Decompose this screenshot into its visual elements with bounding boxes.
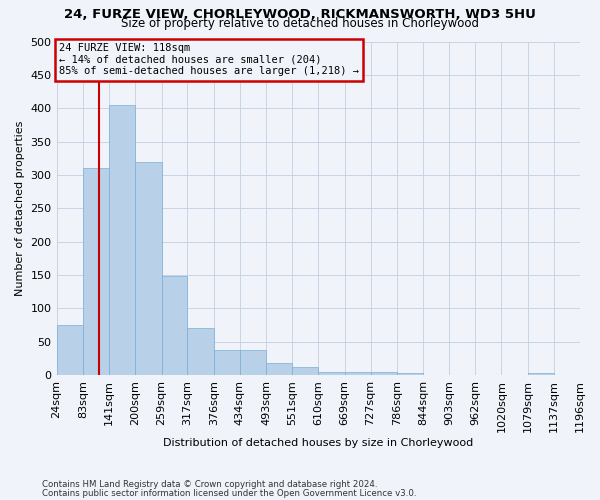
Bar [187,328,214,375]
Bar [266,363,292,375]
Bar [371,372,397,375]
Bar [318,372,344,375]
Bar [214,350,239,375]
Bar [135,162,161,375]
Bar [83,168,109,375]
Bar [344,372,371,375]
Y-axis label: Number of detached properties: Number of detached properties [15,120,25,296]
Text: Contains public sector information licensed under the Open Government Licence v3: Contains public sector information licen… [42,488,416,498]
Text: 24, FURZE VIEW, CHORLEYWOOD, RICKMANSWORTH, WD3 5HU: 24, FURZE VIEW, CHORLEYWOOD, RICKMANSWOR… [64,8,536,20]
Text: Size of property relative to detached houses in Chorleywood: Size of property relative to detached ho… [121,18,479,30]
Bar [580,373,600,375]
Bar [239,350,266,375]
Bar [292,367,318,375]
Bar [109,105,135,375]
X-axis label: Distribution of detached houses by size in Chorleywood: Distribution of detached houses by size … [163,438,473,448]
Text: 24 FURZE VIEW: 118sqm
← 14% of detached houses are smaller (204)
85% of semi-det: 24 FURZE VIEW: 118sqm ← 14% of detached … [59,43,359,76]
Bar [161,276,187,375]
Bar [397,373,423,375]
Bar [56,325,83,375]
Text: Contains HM Land Registry data © Crown copyright and database right 2024.: Contains HM Land Registry data © Crown c… [42,480,377,489]
Bar [528,373,554,375]
